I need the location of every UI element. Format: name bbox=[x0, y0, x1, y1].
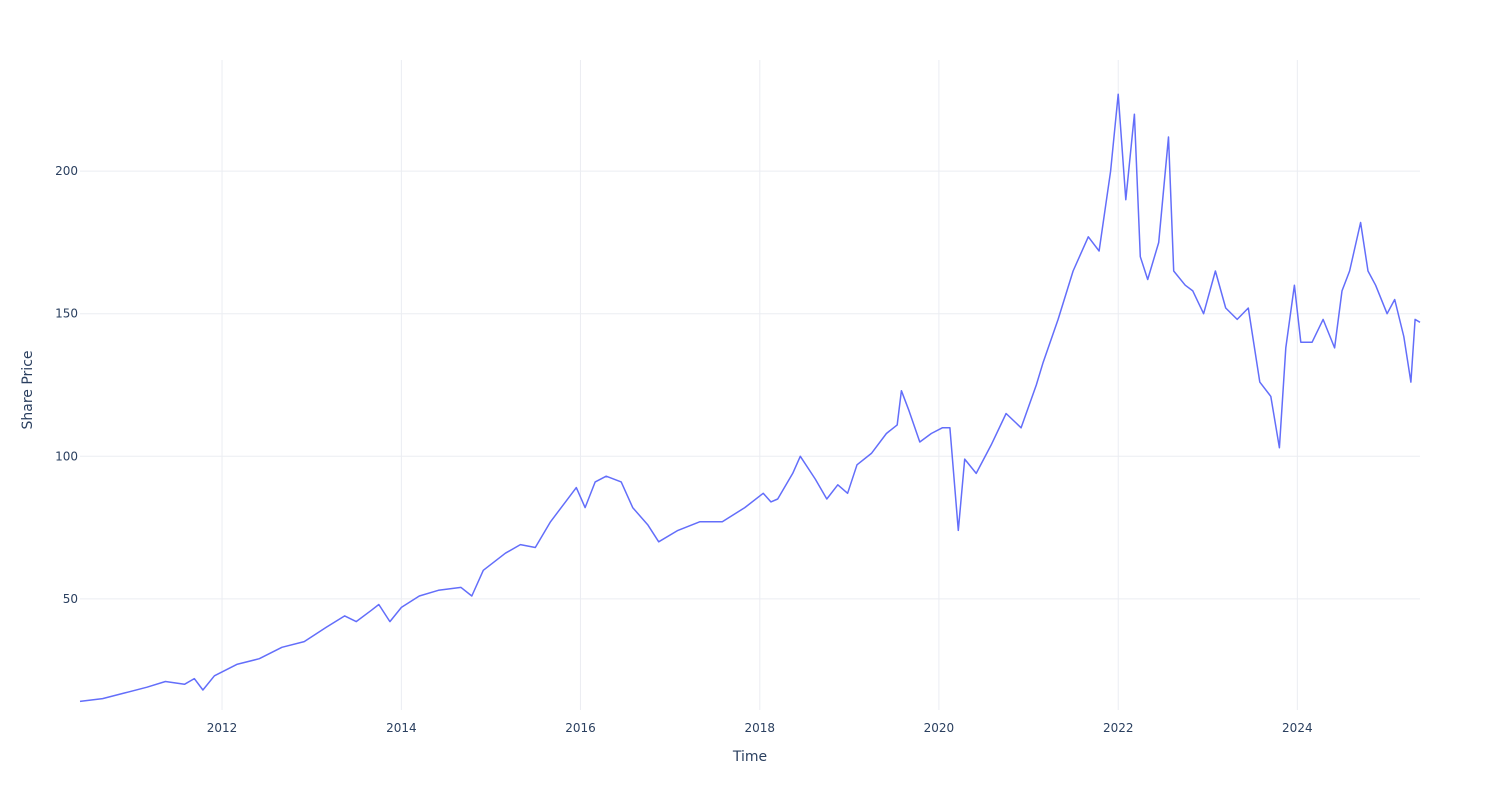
y-tick-label: 50 bbox=[63, 592, 78, 606]
x-tick-label: 2012 bbox=[207, 721, 238, 735]
x-axis-title: Time bbox=[732, 749, 767, 765]
x-tick-label: 2018 bbox=[745, 721, 776, 735]
x-tick-label: 2024 bbox=[1282, 721, 1313, 735]
y-gridlines bbox=[80, 170, 1420, 600]
y-tick-label: 200 bbox=[55, 164, 78, 178]
y-tick-label: 100 bbox=[55, 449, 78, 463]
share-price-line bbox=[79, 93, 1421, 703]
x-tick-label: 2022 bbox=[1103, 721, 1134, 735]
plot-background bbox=[80, 60, 1420, 710]
y-tick-label: 150 bbox=[55, 307, 78, 321]
x-gridlines bbox=[221, 60, 1298, 710]
x-tick-label: 2014 bbox=[386, 721, 417, 735]
x-tick-label: 2016 bbox=[565, 721, 596, 735]
y-axis-title: Share Price bbox=[20, 350, 36, 429]
y-axis-ticks: 50 100 150 200 bbox=[55, 164, 78, 606]
x-tick-label: 2020 bbox=[924, 721, 955, 735]
x-axis-ticks: 2012 2014 2016 2018 2020 2022 2024 bbox=[207, 721, 1313, 735]
